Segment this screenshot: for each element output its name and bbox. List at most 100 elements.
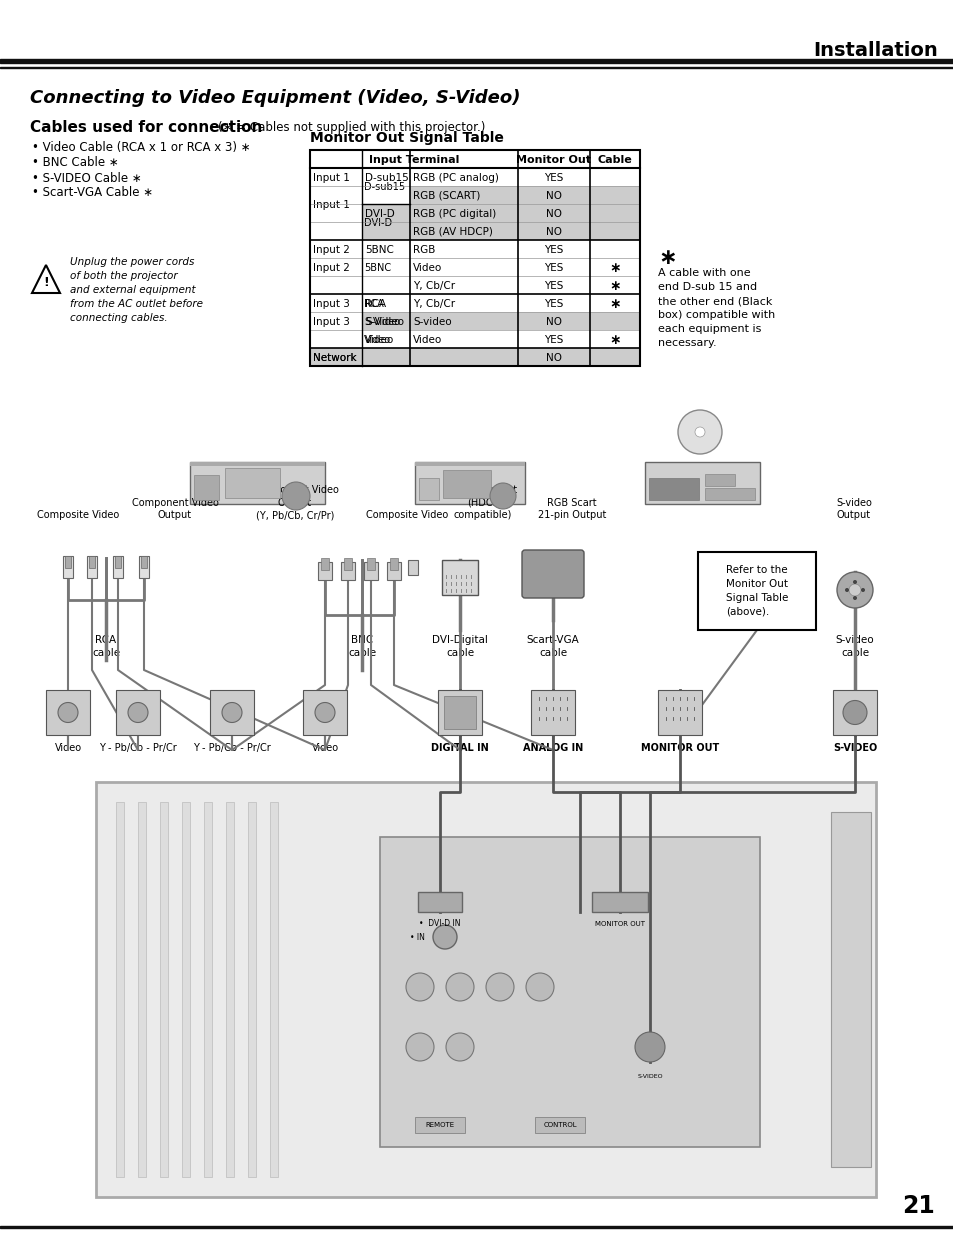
Bar bbox=[225, 468, 280, 498]
Text: • Video Cable (RCA x 1 or RCA x 3) ∗: • Video Cable (RCA x 1 or RCA x 3) ∗ bbox=[32, 142, 251, 154]
Text: RGB Scart
21-pin Output: RGB Scart 21-pin Output bbox=[537, 498, 605, 520]
Bar bbox=[658, 690, 701, 735]
Text: ∗: ∗ bbox=[609, 261, 620, 275]
Circle shape bbox=[406, 973, 434, 1002]
Bar bbox=[704, 474, 734, 487]
Text: • BNC Cable ∗: • BNC Cable ∗ bbox=[32, 157, 118, 169]
Bar bbox=[46, 690, 90, 735]
Circle shape bbox=[695, 427, 704, 437]
Text: Video: Video bbox=[413, 263, 442, 273]
Text: DIGITAL IN: DIGITAL IN bbox=[431, 743, 488, 753]
Text: NO: NO bbox=[545, 353, 561, 363]
Bar bbox=[310, 240, 639, 258]
Text: S-Video: S-Video bbox=[365, 317, 403, 327]
Bar bbox=[310, 240, 361, 294]
Bar bbox=[441, 559, 477, 595]
Circle shape bbox=[433, 925, 456, 948]
Text: •  DVI-D IN: • DVI-D IN bbox=[418, 920, 460, 929]
Text: (∗ = Cables not supplied with this projector.): (∗ = Cables not supplied with this proje… bbox=[218, 121, 485, 135]
Text: MONITOR OUT: MONITOR OUT bbox=[595, 921, 644, 927]
Bar bbox=[303, 690, 347, 735]
Text: Network: Network bbox=[313, 353, 356, 363]
Text: Video: Video bbox=[413, 335, 442, 345]
Text: Input 2: Input 2 bbox=[313, 263, 350, 273]
Text: S-VIDEO: S-VIDEO bbox=[832, 743, 876, 753]
Text: Y, Cb/Cr: Y, Cb/Cr bbox=[413, 299, 455, 309]
Bar bbox=[141, 556, 147, 568]
Text: Component Video
Output: Component Video Output bbox=[132, 498, 218, 520]
Text: Composite Video: Composite Video bbox=[366, 510, 448, 520]
Text: ∗: ∗ bbox=[609, 333, 620, 347]
Bar bbox=[592, 892, 647, 911]
Bar bbox=[361, 294, 410, 312]
Text: RGB (PC analog): RGB (PC analog) bbox=[413, 173, 498, 183]
Bar bbox=[364, 562, 377, 580]
Text: D-sub15: D-sub15 bbox=[364, 182, 405, 191]
Bar bbox=[408, 559, 417, 576]
Text: RGB: RGB bbox=[413, 245, 435, 254]
Text: RCA: RCA bbox=[364, 299, 383, 309]
Text: DVI-Digital
cable: DVI-Digital cable bbox=[432, 635, 487, 658]
Circle shape bbox=[848, 584, 861, 597]
Circle shape bbox=[406, 1032, 434, 1061]
Bar bbox=[190, 462, 325, 504]
Bar bbox=[361, 168, 410, 204]
Bar bbox=[310, 168, 639, 186]
Bar bbox=[193, 475, 219, 500]
Text: Input 1: Input 1 bbox=[313, 200, 350, 210]
Text: Monitor Out: Monitor Out bbox=[516, 156, 591, 165]
Text: RGB (AV HDCP): RGB (AV HDCP) bbox=[413, 227, 493, 237]
Text: YES: YES bbox=[544, 335, 563, 345]
Bar bbox=[226, 802, 233, 1177]
Text: 21: 21 bbox=[902, 1194, 934, 1218]
Text: 5BNC: 5BNC bbox=[364, 263, 391, 273]
Text: Y - Pb/Cb - Pr/Cr: Y - Pb/Cb - Pr/Cr bbox=[193, 743, 271, 753]
Bar bbox=[210, 690, 253, 735]
Text: NO: NO bbox=[545, 227, 561, 237]
Text: Digital Output
(HDCP
compatible): Digital Output (HDCP compatible) bbox=[448, 485, 517, 520]
Bar bbox=[361, 240, 410, 294]
Text: Composite Video: Composite Video bbox=[37, 510, 119, 520]
Text: A cable with one
end D-sub 15 and
the other end (Black
box) compatible with
each: A cable with one end D-sub 15 and the ot… bbox=[658, 268, 775, 348]
Bar bbox=[704, 488, 754, 500]
Text: S-VIDEO: S-VIDEO bbox=[637, 1074, 662, 1079]
Bar bbox=[418, 478, 438, 500]
Circle shape bbox=[446, 1032, 474, 1061]
Bar bbox=[442, 471, 491, 498]
Text: 5BNC: 5BNC bbox=[365, 245, 394, 254]
Text: CONTROL: CONTROL bbox=[542, 1123, 577, 1128]
Bar bbox=[310, 294, 639, 312]
Text: MONITOR OUT: MONITOR OUT bbox=[640, 743, 719, 753]
Text: Cables used for connection: Cables used for connection bbox=[30, 121, 262, 136]
Bar bbox=[310, 348, 639, 366]
Text: DVI-D: DVI-D bbox=[364, 219, 392, 228]
Bar bbox=[182, 802, 190, 1177]
Text: YES: YES bbox=[544, 245, 563, 254]
Bar bbox=[340, 562, 355, 580]
Bar bbox=[87, 556, 97, 578]
Bar bbox=[310, 186, 639, 204]
Bar bbox=[115, 556, 121, 568]
Text: RCA: RCA bbox=[365, 299, 386, 309]
Text: S-video: S-video bbox=[413, 317, 451, 327]
Circle shape bbox=[836, 572, 872, 608]
Bar bbox=[310, 204, 639, 222]
Bar bbox=[437, 690, 481, 735]
Text: Input 3: Input 3 bbox=[313, 317, 350, 327]
Text: Cable: Cable bbox=[597, 156, 632, 165]
Text: BNC
cable: BNC cable bbox=[348, 635, 375, 658]
Text: S-Video: S-Video bbox=[364, 317, 399, 327]
Bar bbox=[63, 556, 73, 578]
Text: Monitor Out Signal Table: Monitor Out Signal Table bbox=[310, 131, 503, 144]
Bar bbox=[310, 312, 639, 330]
Bar bbox=[320, 558, 329, 571]
Text: ∗: ∗ bbox=[609, 279, 620, 293]
Bar bbox=[310, 330, 639, 348]
Bar bbox=[310, 149, 639, 366]
Bar bbox=[89, 556, 95, 568]
Circle shape bbox=[852, 597, 856, 600]
Bar bbox=[310, 168, 361, 240]
Circle shape bbox=[485, 973, 514, 1002]
Text: Input 2: Input 2 bbox=[313, 245, 350, 254]
Circle shape bbox=[490, 483, 516, 509]
